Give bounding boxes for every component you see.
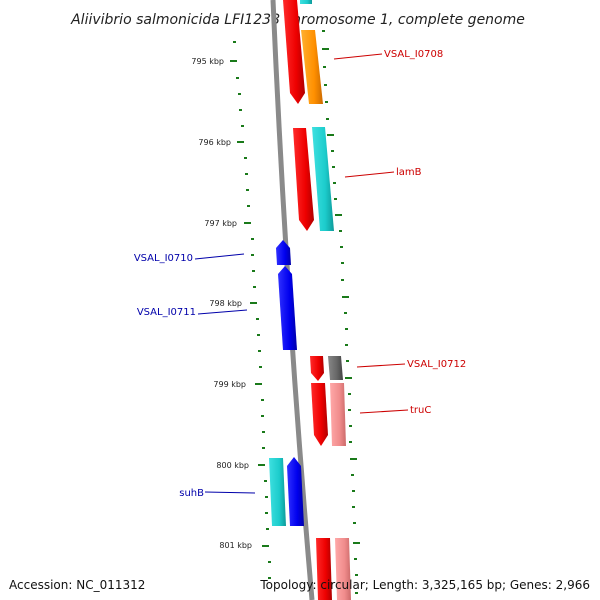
gene-label-VSAL_I0710[interactable]: VSAL_I0710 — [134, 253, 193, 264]
gene-arrow-icon[interactable] — [330, 383, 346, 446]
gene-arrow-icon[interactable] — [311, 383, 328, 446]
gene-arrow-icon[interactable] — [312, 127, 334, 231]
accession-text: Accession: NC_011312 — [9, 578, 146, 592]
gene-arrow-icon[interactable] — [278, 266, 297, 350]
gene-arrow-icon[interactable] — [301, 30, 323, 104]
right-tick-ruler — [322, 30, 360, 594]
forward-strand-genes — [283, 0, 351, 600]
kbp-label: 797 kbp — [204, 219, 237, 228]
gene-label-VSAL_I0708[interactable]: VSAL_I0708 — [384, 49, 443, 60]
kbp-label: 801 kbp — [219, 541, 252, 550]
gene-arrow-icon[interactable] — [293, 128, 314, 231]
gene-label-suhB[interactable]: suhB — [179, 488, 204, 499]
gene-arrow-icon[interactable] — [335, 538, 351, 600]
gene-arrow-icon[interactable] — [276, 240, 291, 265]
gene-label-VSAL_I0712[interactable]: VSAL_I0712 — [407, 359, 466, 370]
kbp-label: 796 kbp — [198, 138, 231, 147]
gene-arrow-icon[interactable] — [269, 458, 286, 526]
kbp-label: 800 kbp — [216, 461, 249, 470]
gene-arrow-icon[interactable] — [300, 0, 312, 4]
left-tick-ruler — [230, 41, 271, 579]
gene-arrow-icon[interactable] — [316, 538, 332, 600]
gene-arrow-icon[interactable] — [287, 457, 304, 526]
kbp-label: 798 kbp — [209, 299, 242, 308]
reverse-strand-genes — [269, 240, 304, 526]
gene-label-VSAL_I0711[interactable]: VSAL_I0711 — [137, 307, 196, 318]
kbp-labels: 795 kbp 796 kbp 797 kbp 798 kbp 799 kbp … — [191, 57, 252, 550]
label-leaders — [194, 53, 409, 494]
gene-label-truC[interactable]: truC — [410, 405, 431, 416]
topology-text: Topology: circular; Length: 3,325,165 bp… — [260, 578, 590, 592]
gene-arrow-icon[interactable] — [283, 0, 305, 104]
gene-label-lamB[interactable]: lamB — [396, 167, 422, 178]
kbp-label: 795 kbp — [191, 57, 224, 66]
kbp-label: 799 kbp — [213, 380, 246, 389]
gene-arrow-icon[interactable] — [310, 356, 324, 381]
gene-arrow-icon[interactable] — [328, 356, 343, 380]
gene-labels: VSAL_I0708 lamB VSAL_I0710 VSAL_I0711 VS… — [134, 49, 466, 499]
